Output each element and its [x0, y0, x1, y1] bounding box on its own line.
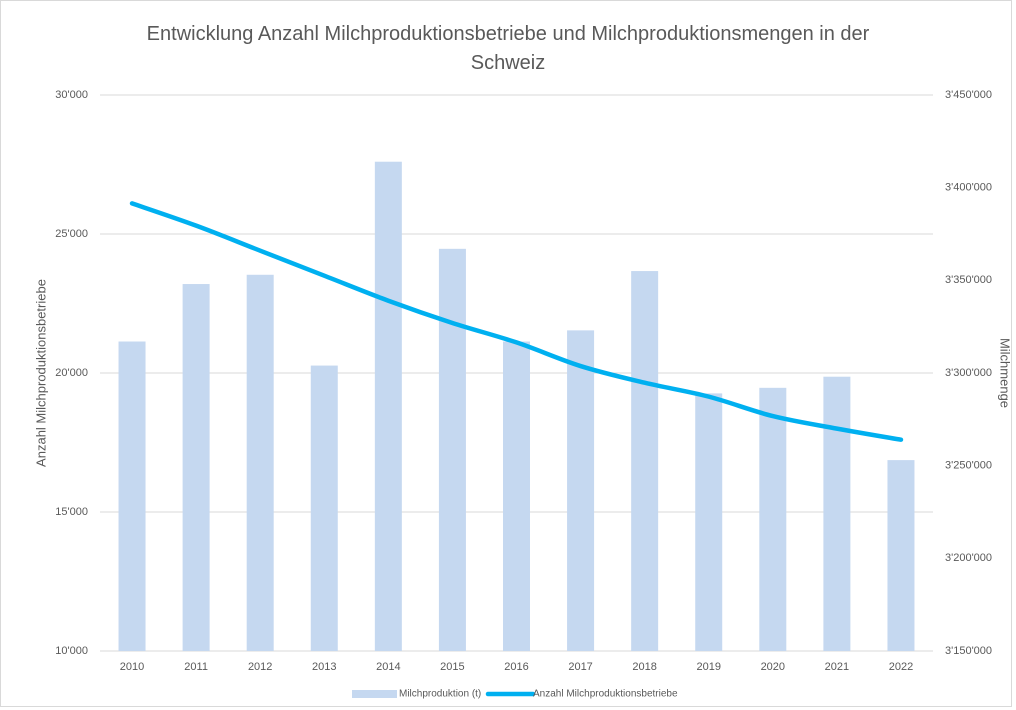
y2-tick-label: 3'400'000: [945, 182, 992, 194]
y2-tick-label: 3'450'000: [945, 89, 992, 101]
x-tick-label: 2022: [889, 661, 913, 673]
y2-tick-label: 3'300'000: [945, 367, 992, 379]
x-tick-label: 2021: [825, 661, 849, 673]
x-tick-label: 2018: [632, 661, 656, 673]
bar: [567, 330, 595, 651]
legend-label: Milchproduktion (t): [399, 689, 481, 700]
bar: [182, 284, 210, 651]
x-tick-label: 2013: [312, 661, 336, 673]
x-tick-label: 2014: [376, 661, 400, 673]
y-tick-label: 10'000: [55, 645, 88, 657]
y2-tick-label: 3'250'000: [945, 460, 992, 472]
bar: [118, 341, 146, 651]
y-axis-title: Anzahl Milchproduktionsbetriebe: [33, 279, 48, 467]
y2-tick-label: 3'350'000: [945, 274, 992, 286]
chart-title: Entwicklung Anzahl Milchproduktionsbetri…: [146, 23, 870, 74]
y-tick-label: 20'000: [55, 367, 88, 379]
bar: [438, 248, 466, 651]
x-tick-label: 2016: [504, 661, 528, 673]
x-tick-label: 2020: [761, 661, 785, 673]
x-tick-label: 2015: [440, 661, 464, 673]
legend-swatch: [352, 690, 397, 698]
bar: [631, 271, 659, 651]
x-tick-label: 2012: [248, 661, 272, 673]
bar: [310, 365, 338, 651]
x-tick-label: 2017: [568, 661, 592, 673]
bar: [246, 274, 274, 651]
y-tick-label: 25'000: [55, 228, 88, 240]
y2-axis-title: Milchmenge: [998, 338, 1013, 408]
bar: [503, 341, 530, 651]
x-tick-label: 2011: [184, 661, 208, 673]
y-tick-label: 15'000: [55, 506, 88, 518]
line: [129, 201, 904, 442]
bar: [759, 387, 787, 651]
bar: [823, 376, 851, 651]
y2-tick-label: 3'200'000: [945, 552, 992, 564]
y-tick-label: 30'000: [55, 89, 88, 101]
y2-tick-label: 3'150'000: [945, 645, 992, 657]
x-tick-label: 2019: [696, 661, 720, 673]
x-tick-label: 2010: [120, 661, 144, 673]
bar: [695, 393, 723, 651]
bar: [374, 161, 402, 651]
bar: [887, 460, 915, 651]
legend-label: Anzahl Milchproduktionsbetriebe: [533, 689, 678, 700]
